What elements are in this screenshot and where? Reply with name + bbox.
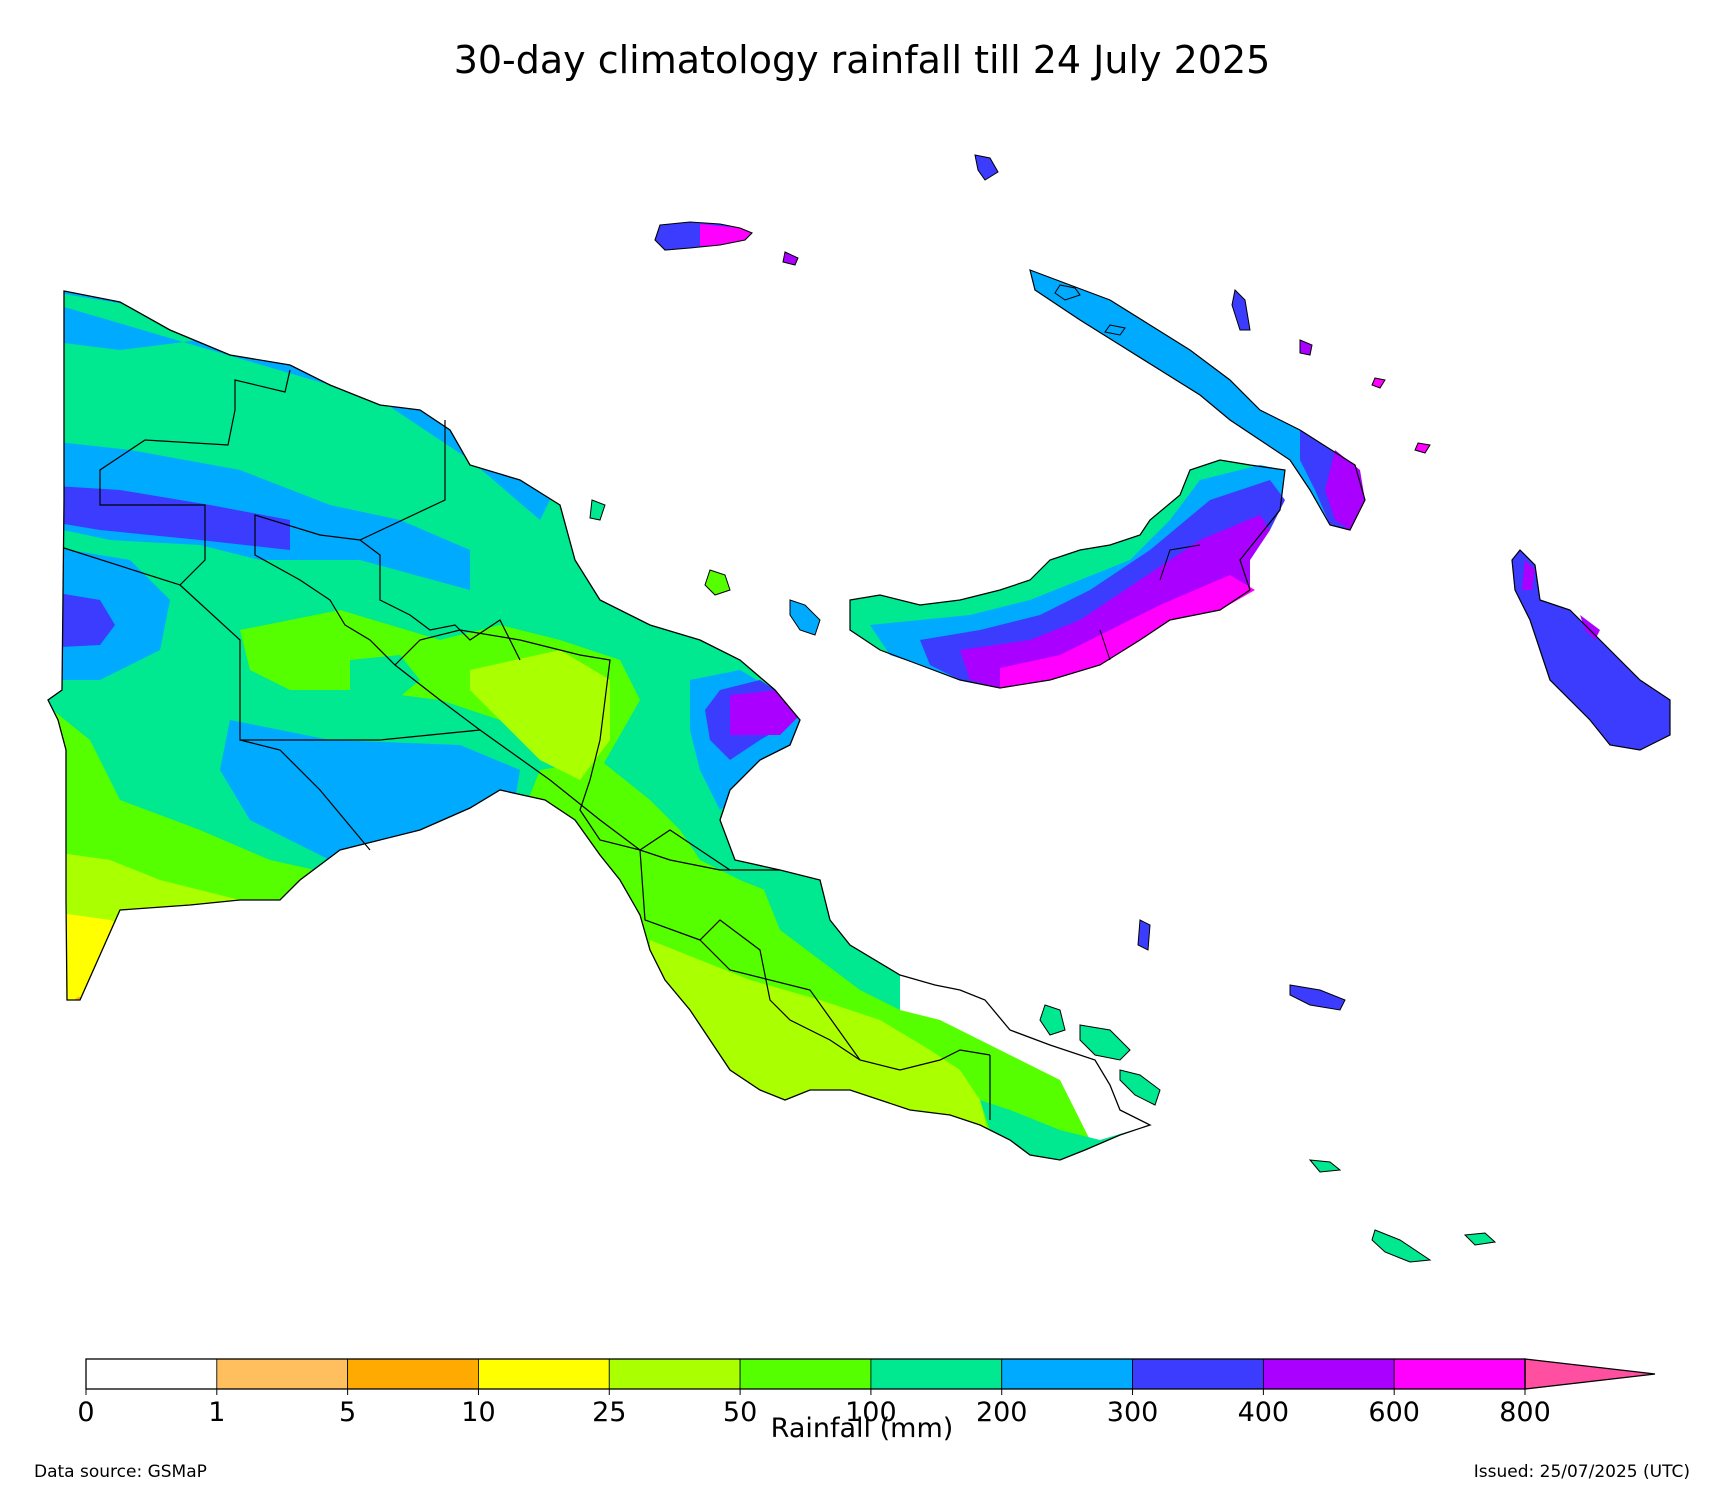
colorbar-outline bbox=[85, 1358, 1526, 1390]
colorbar-ticks: 0 1 5 10 25 50 100 200 300 400 600 800 bbox=[77, 1389, 1551, 1428]
colorbar-tick-label: 5 bbox=[339, 1397, 356, 1428]
colorbar-tick-label: 300 bbox=[1107, 1397, 1159, 1428]
map-title: 30-day climatology rainfall till 24 July… bbox=[453, 38, 1271, 82]
colorbar-segment bbox=[85, 1358, 218, 1390]
colorbar-segment bbox=[1262, 1358, 1395, 1390]
colorbar-tick-label: 800 bbox=[1499, 1397, 1551, 1428]
colorbar-extend-arrow bbox=[1524, 1358, 1656, 1390]
colorbar-segment bbox=[347, 1358, 479, 1390]
colorbar-tick-label: 25 bbox=[592, 1397, 626, 1428]
data-source-note: Data source: GSMaP bbox=[34, 1462, 207, 1482]
small-islands bbox=[589, 154, 1497, 1263]
colorbar-tick-label: 0 bbox=[77, 1397, 94, 1428]
manus-island bbox=[654, 221, 799, 266]
new-britain-island bbox=[849, 459, 1286, 689]
colorbar-tick-label: 400 bbox=[1238, 1397, 1290, 1428]
colorbar-segment bbox=[608, 1358, 741, 1390]
colorbar-segment bbox=[1001, 1358, 1133, 1390]
new-ireland-island bbox=[1029, 269, 1366, 531]
colorbar-segment bbox=[739, 1358, 872, 1390]
colorbar-segment bbox=[478, 1358, 610, 1390]
colorbar-tick-label: 200 bbox=[976, 1397, 1028, 1428]
province-boundaries bbox=[63, 369, 991, 1120]
bougainville-island bbox=[1511, 549, 1671, 751]
colorbar-tick-label: 50 bbox=[723, 1397, 757, 1428]
colorbar-segments bbox=[85, 1358, 1526, 1390]
colorbar-label: Rainfall (mm) bbox=[770, 1413, 954, 1444]
colorbar-tick-label: 1 bbox=[208, 1397, 225, 1428]
colorbar-tick-label: 100 bbox=[845, 1397, 897, 1428]
colorbar-segment bbox=[216, 1358, 349, 1390]
colorbar-tick-label: 600 bbox=[1368, 1397, 1420, 1428]
issued-date-note: Issued: 25/07/2025 (UTC) bbox=[1473, 1462, 1690, 1482]
colorbar-segment bbox=[1132, 1358, 1264, 1390]
colorbar-segment bbox=[870, 1358, 1003, 1390]
colorbar-tick-label: 10 bbox=[461, 1397, 495, 1428]
colorbar-segment bbox=[1393, 1358, 1526, 1390]
